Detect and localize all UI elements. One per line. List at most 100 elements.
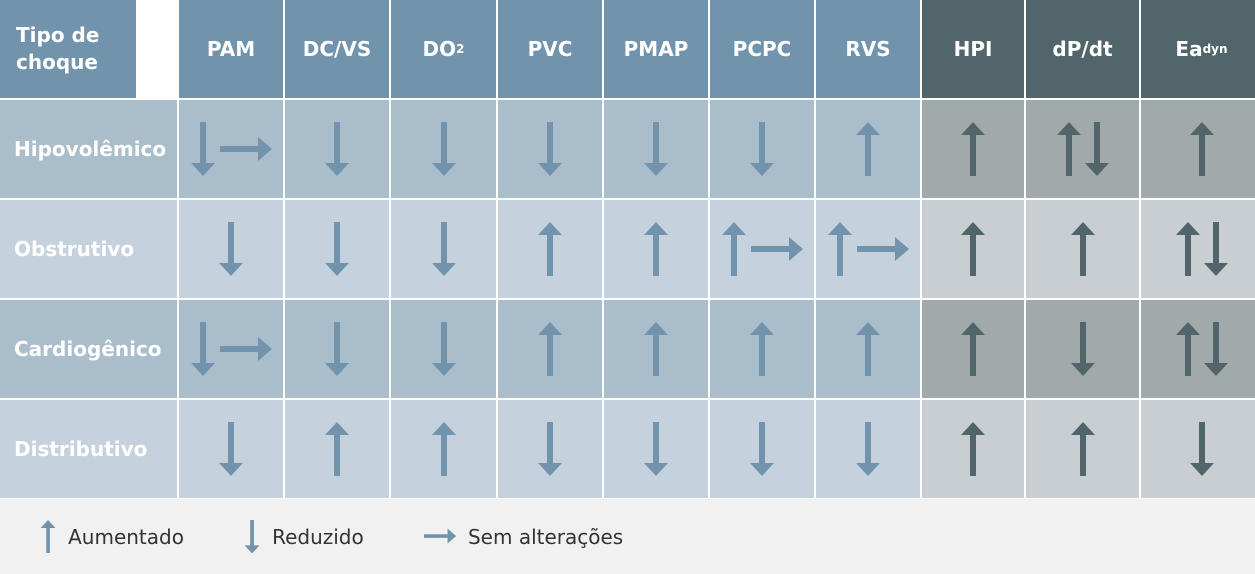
arrow-down-icon <box>219 422 243 476</box>
legend-label: Sem alterações <box>467 524 624 549</box>
table-cell <box>179 400 283 498</box>
table-cell <box>1141 100 1255 198</box>
arrow-down-icon <box>1189 422 1214 476</box>
legend-label: Reduzido <box>272 524 364 549</box>
arrow-right-icon <box>220 337 272 361</box>
arrow-down-icon <box>750 422 774 476</box>
table-cell <box>710 100 814 198</box>
column-header: DO 2 <box>391 0 496 98</box>
table-cell <box>922 100 1024 198</box>
row-label: Hipovolêmico <box>0 100 177 198</box>
table-cell <box>179 100 283 198</box>
arrow-down-icon <box>856 422 880 476</box>
table-cell <box>1026 100 1139 198</box>
table-cell <box>1141 200 1255 298</box>
column-header: PVC <box>498 0 602 98</box>
column-header: PAM <box>179 0 283 98</box>
arrow-up-icon <box>538 222 562 276</box>
table-cell <box>1026 400 1139 498</box>
table-cell <box>498 100 602 198</box>
shock-type-table: Tipo de choque PAM DC/VS DO 2 PVC PMAP PCPC RVS H… <box>0 0 1255 498</box>
arrow-down-icon <box>431 122 456 176</box>
arrow-down-icon <box>1084 122 1109 176</box>
arrow-up-icon <box>644 322 668 376</box>
arrow-up-icon <box>750 322 774 376</box>
table-cell <box>179 200 283 298</box>
column-header-label: DC/VS <box>302 37 372 61</box>
column-header-label: HPI <box>953 37 993 61</box>
column-header-subscript: dyn <box>1202 42 1228 56</box>
column-header-label: Ea <box>1175 37 1203 61</box>
table-cell <box>1026 200 1139 298</box>
table-cell <box>816 400 920 498</box>
table-cell <box>179 300 283 398</box>
arrow-up-icon <box>431 422 456 476</box>
arrow-down-icon <box>191 322 215 376</box>
arrow-down-icon <box>750 122 774 176</box>
column-header: dP/dt <box>1026 0 1139 98</box>
row-label: Obstrutivo <box>0 200 177 298</box>
column-header: PCPC <box>710 0 814 98</box>
column-header-subscript: 2 <box>456 42 465 56</box>
column-header: PMAP <box>604 0 708 98</box>
arrow-up-icon <box>644 222 668 276</box>
arrow-down-icon <box>1203 222 1228 276</box>
arrow-down-icon <box>1203 322 1228 376</box>
arrow-down-icon <box>244 519 260 554</box>
column-header-label: DO <box>422 37 457 61</box>
arrow-down-icon <box>219 222 243 276</box>
table-cell <box>285 400 389 498</box>
column-header: HPI <box>922 0 1024 98</box>
arrow-down-icon <box>325 122 349 176</box>
column-header: DC/VS <box>285 0 389 98</box>
table-cell <box>710 400 814 498</box>
arrow-down-icon <box>644 422 668 476</box>
arrow-down-icon <box>325 322 349 376</box>
table-cell <box>710 300 814 398</box>
legend-item: Aumentado <box>40 519 184 554</box>
arrow-up-icon <box>1175 222 1200 276</box>
column-header-label: PVC <box>527 37 573 61</box>
arrow-up-icon <box>1070 422 1095 476</box>
legend-label: Aumentado <box>68 524 184 549</box>
table-cell <box>498 200 602 298</box>
arrow-up-icon <box>961 322 985 376</box>
arrow-up-icon <box>1070 222 1095 276</box>
header-shock-type: Tipo de choque <box>0 0 136 98</box>
arrow-down-icon <box>191 122 215 176</box>
arrow-right-icon <box>751 237 803 261</box>
row-label: Cardiogênico <box>0 300 177 398</box>
arrow-up-icon <box>856 122 880 176</box>
table-cell <box>922 300 1024 398</box>
table-cell <box>604 400 708 498</box>
table-cell <box>922 200 1024 298</box>
legend-item: Sem alterações <box>423 524 624 549</box>
arrow-up-icon <box>1189 122 1214 176</box>
column-header: RVS <box>816 0 920 98</box>
table-cell <box>816 300 920 398</box>
arrow-down-icon <box>538 122 562 176</box>
arrow-up-icon <box>722 222 746 276</box>
arrow-up-icon <box>1056 122 1081 176</box>
arrow-down-icon <box>325 222 349 276</box>
column-header: Ea dyn <box>1141 0 1255 98</box>
arrow-up-icon <box>828 222 852 276</box>
arrow-down-icon <box>431 322 456 376</box>
arrow-down-icon <box>431 222 456 276</box>
table-cell <box>285 100 389 198</box>
arrow-up-icon <box>961 422 985 476</box>
arrow-right-icon <box>220 137 272 161</box>
table-cell <box>922 400 1024 498</box>
column-header-label: PCPC <box>732 37 792 61</box>
column-header-label: PAM <box>206 37 256 61</box>
table-cell <box>816 200 920 298</box>
table-cell <box>498 400 602 498</box>
table-cell <box>391 300 496 398</box>
arrow-down-icon <box>1070 322 1095 376</box>
column-header-label: dP/dt <box>1052 37 1113 61</box>
arrow-up-icon <box>538 322 562 376</box>
table-cell <box>391 100 496 198</box>
legend: Aumentado Reduzido Sem alterações <box>0 499 1255 574</box>
table-cell <box>285 300 389 398</box>
arrow-up-icon <box>325 422 349 476</box>
